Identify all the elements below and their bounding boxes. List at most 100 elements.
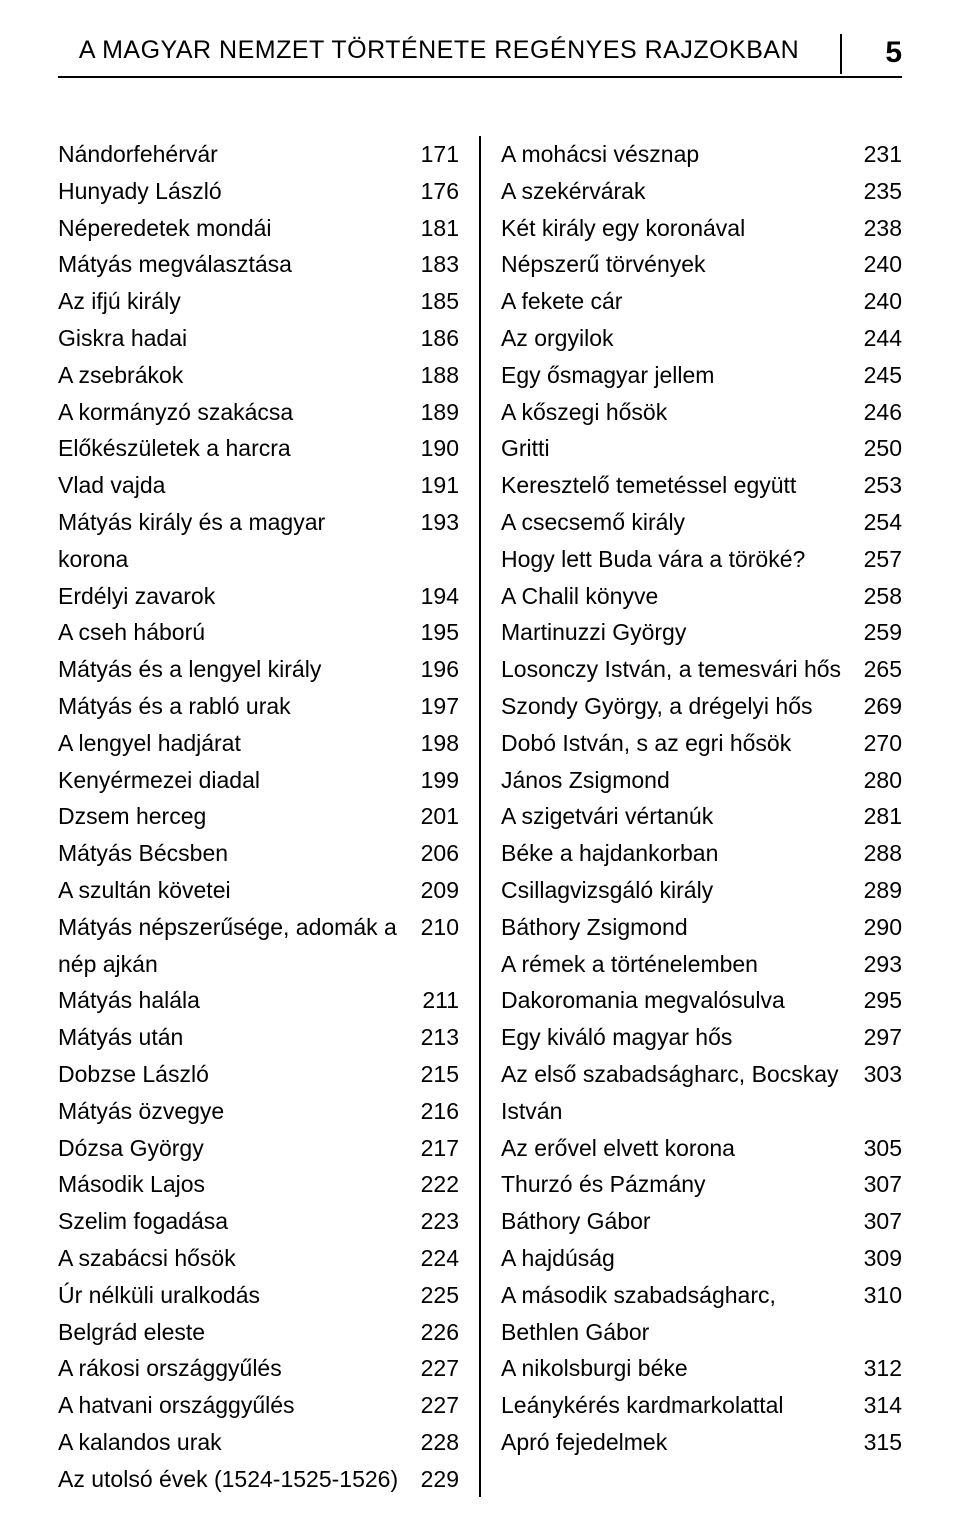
toc-entry: Mátyás megválasztása183 xyxy=(58,246,459,283)
toc-entry-page: 281 xyxy=(850,798,902,835)
toc-entry-page: 240 xyxy=(850,246,902,283)
toc-entry-title: Az első szabadságharc, Bocskay István xyxy=(501,1056,850,1130)
toc-entry-title: Mátyás népszerűsége, adomák a nép ajkán xyxy=(58,909,407,983)
toc-entry-title: Kenyérmezei diadal xyxy=(58,762,407,799)
toc-entry-page: 217 xyxy=(407,1130,459,1167)
toc-entry-title: Béke a hajdankorban xyxy=(501,835,850,872)
toc-entry-title: Nándorfehérvár xyxy=(58,136,407,173)
toc-entry: Losonczy István, a temesvári hős265 xyxy=(501,651,902,688)
toc-entry-page: 171 xyxy=(407,136,459,173)
toc-column-right: A mohácsi vésznap231A szekérvárak235Két … xyxy=(481,136,902,1497)
toc-entry-page: 185 xyxy=(407,283,459,320)
toc-entry: A cseh háború195 xyxy=(58,614,459,651)
page: A MAGYAR NEMZET TÖRTÉNETE REGÉNYES RAJZO… xyxy=(0,0,960,1537)
toc-entry: Keresztelő temetéssel együtt253 xyxy=(501,467,902,504)
toc-entry-page: 227 xyxy=(407,1387,459,1424)
toc-entry-title: Szondy György, a drégelyi hős xyxy=(501,688,850,725)
toc-entry-page: 250 xyxy=(850,430,902,467)
toc-entry-page: 238 xyxy=(850,210,902,247)
toc-entry-title: Erdélyi zavarok xyxy=(58,578,407,615)
toc-entry: Az első szabadságharc, Bocskay István303 xyxy=(501,1056,902,1130)
toc-entry-title: Hunyady László xyxy=(58,173,407,210)
toc-entry-page: 253 xyxy=(850,467,902,504)
toc-entry: Az utolsó évek (1524-1525-1526)229 xyxy=(58,1461,459,1498)
toc-entry-title: Gritti xyxy=(501,430,850,467)
toc-entry: Mátyás és a rabló urak197 xyxy=(58,688,459,725)
toc-entry: Mátyás halála211 xyxy=(58,982,459,1019)
toc-entry: Mátyás és a lengyel király196 xyxy=(58,651,459,688)
toc-entry-page: 223 xyxy=(407,1203,459,1240)
toc-entry-title: Mátyás halála xyxy=(58,982,407,1019)
toc-entry: Mátyás után213 xyxy=(58,1019,459,1056)
toc-entry-title: Báthory Zsigmond xyxy=(501,909,850,946)
toc-entry: Kenyérmezei diadal199 xyxy=(58,762,459,799)
toc-columns: Nándorfehérvár171Hunyady László176Népere… xyxy=(58,136,902,1497)
toc-entry: Mátyás király és a magyar korona193 xyxy=(58,504,459,578)
toc-entry-title: Hogy lett Buda vára a töröké? xyxy=(501,541,850,578)
toc-entry-page: 303 xyxy=(850,1056,902,1093)
toc-entry-page: 254 xyxy=(850,504,902,541)
toc-entry-title: A második szabadságharc, Bethlen Gábor xyxy=(501,1277,850,1351)
toc-entry-title: A cseh háború xyxy=(58,614,407,651)
toc-entry-title: Az utolsó évek (1524-1525-1526) xyxy=(58,1461,407,1498)
toc-entry-page: 190 xyxy=(407,430,459,467)
toc-entry: Az ifjú király185 xyxy=(58,283,459,320)
toc-entry-title: Belgrád eleste xyxy=(58,1314,407,1351)
toc-entry-page: 289 xyxy=(850,872,902,909)
toc-entry-title: A csecsemő király xyxy=(501,504,850,541)
toc-entry-title: Mátyás és a rabló urak xyxy=(58,688,407,725)
toc-entry-title: A rákosi országgyűlés xyxy=(58,1350,407,1387)
toc-entry-page: 295 xyxy=(850,982,902,1019)
toc-entry-page: 314 xyxy=(850,1387,902,1424)
toc-entry: János Zsigmond280 xyxy=(501,762,902,799)
toc-entry: Szelim fogadása223 xyxy=(58,1203,459,1240)
toc-entry: A fekete cár240 xyxy=(501,283,902,320)
toc-entry: Erdélyi zavarok194 xyxy=(58,578,459,615)
toc-entry-title: Egy ősmagyar jellem xyxy=(501,357,850,394)
toc-entry-title: János Zsigmond xyxy=(501,762,850,799)
toc-entry-page: 186 xyxy=(407,320,459,357)
toc-entry: Báthory Zsigmond290 xyxy=(501,909,902,946)
toc-entry-title: Dózsa György xyxy=(58,1130,407,1167)
toc-entry: A nikolsburgi béke312 xyxy=(501,1350,902,1387)
toc-entry: A szekérvárak235 xyxy=(501,173,902,210)
toc-entry-page: 307 xyxy=(850,1203,902,1240)
toc-entry-page: 309 xyxy=(850,1240,902,1277)
toc-entry-title: Úr nélküli uralkodás xyxy=(58,1277,407,1314)
toc-entry: Dobzse László215 xyxy=(58,1056,459,1093)
toc-entry-title: A kalandos urak xyxy=(58,1424,407,1461)
toc-entry: A hajdúság309 xyxy=(501,1240,902,1277)
toc-entry: Csillagvizsgáló király289 xyxy=(501,872,902,909)
toc-entry: Nándorfehérvár171 xyxy=(58,136,459,173)
toc-entry-page: 293 xyxy=(850,946,902,983)
toc-entry-title: Keresztelő temetéssel együtt xyxy=(501,467,850,504)
toc-entry-page: 229 xyxy=(407,1461,459,1498)
toc-entry-title: Mátyás után xyxy=(58,1019,407,1056)
toc-entry: Népszerű törvények240 xyxy=(501,246,902,283)
toc-entry-page: 269 xyxy=(850,688,902,725)
toc-entry-title: A kőszegi hősök xyxy=(501,394,850,431)
toc-entry-title: Az orgyilok xyxy=(501,320,850,357)
toc-entry-title: Vlad vajda xyxy=(58,467,407,504)
toc-entry-page: 225 xyxy=(407,1277,459,1314)
toc-entry: Báthory Gábor307 xyxy=(501,1203,902,1240)
toc-entry: A zsebrákok188 xyxy=(58,357,459,394)
toc-entry-page: 297 xyxy=(850,1019,902,1056)
toc-entry-title: A szekérvárak xyxy=(501,173,850,210)
toc-entry-page: 195 xyxy=(407,614,459,651)
toc-entry-title: Két király egy koronával xyxy=(501,210,850,247)
toc-entry: Hogy lett Buda vára a töröké?257 xyxy=(501,541,902,578)
toc-entry: A szigetvári vértanúk281 xyxy=(501,798,902,835)
toc-entry-page: 310 xyxy=(850,1277,902,1314)
toc-entry: Mátyás népszerűsége, adomák a nép ajkán2… xyxy=(58,909,459,983)
toc-entry-title: Dzsem herceg xyxy=(58,798,407,835)
toc-entry-title: Második Lajos xyxy=(58,1166,407,1203)
page-header: A MAGYAR NEMZET TÖRTÉNETE REGÉNYES RAJZO… xyxy=(58,36,902,78)
toc-entry-title: Egy kiváló magyar hős xyxy=(501,1019,850,1056)
toc-entry-page: 270 xyxy=(850,725,902,762)
toc-entry-page: 245 xyxy=(850,357,902,394)
toc-entry-page: 199 xyxy=(407,762,459,799)
toc-entry-page: 259 xyxy=(850,614,902,651)
toc-entry: Szondy György, a drégelyi hős269 xyxy=(501,688,902,725)
toc-entry-title: A szultán követei xyxy=(58,872,407,909)
